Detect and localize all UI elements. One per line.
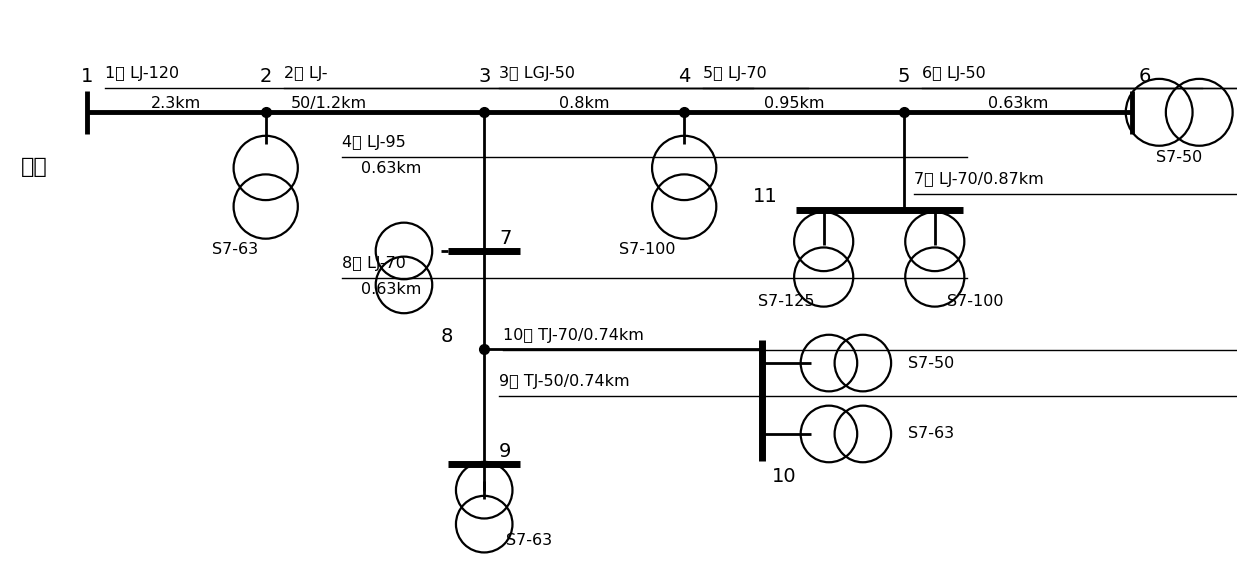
Text: 10： TJ-70/0.74km: 10： TJ-70/0.74km bbox=[502, 328, 644, 343]
Text: 0.95km: 0.95km bbox=[764, 96, 825, 111]
Text: 9: 9 bbox=[498, 442, 511, 461]
Text: S7-100: S7-100 bbox=[619, 242, 676, 257]
Text: 8： LJ-70: 8： LJ-70 bbox=[342, 256, 407, 271]
Text: 4: 4 bbox=[678, 68, 691, 86]
Text: 2.3km: 2.3km bbox=[151, 96, 201, 111]
Text: 50/1.2km: 50/1.2km bbox=[290, 96, 367, 111]
Text: 11: 11 bbox=[753, 187, 777, 205]
Text: S7-63: S7-63 bbox=[212, 242, 258, 257]
Text: 0.63km: 0.63km bbox=[361, 161, 422, 176]
Text: 2： LJ-: 2： LJ- bbox=[284, 66, 327, 80]
Text: 0.8km: 0.8km bbox=[559, 96, 609, 111]
Text: S7-63: S7-63 bbox=[506, 533, 553, 548]
Text: 1: 1 bbox=[81, 68, 93, 86]
Text: 0.63km: 0.63km bbox=[988, 96, 1048, 111]
Text: S7-63: S7-63 bbox=[908, 427, 954, 442]
Text: 1： LJ-120: 1： LJ-120 bbox=[105, 66, 180, 80]
Text: S7-100: S7-100 bbox=[947, 294, 1003, 309]
Text: 5： LJ-70: 5： LJ-70 bbox=[703, 66, 766, 80]
Text: 7: 7 bbox=[498, 229, 511, 248]
Text: 2: 2 bbox=[259, 68, 272, 86]
Text: 6： LJ-50: 6： LJ-50 bbox=[923, 66, 986, 80]
Text: 母线: 母线 bbox=[21, 157, 48, 177]
Text: 9： TJ-50/0.74km: 9： TJ-50/0.74km bbox=[498, 374, 630, 389]
Text: 6: 6 bbox=[1138, 68, 1151, 86]
Text: 3: 3 bbox=[479, 68, 490, 86]
Text: S7-50: S7-50 bbox=[1156, 150, 1203, 165]
Text: 3： LGJ-50: 3： LGJ-50 bbox=[498, 66, 575, 80]
Text: 5: 5 bbox=[898, 68, 910, 86]
Text: 0.63km: 0.63km bbox=[361, 282, 422, 297]
Text: S7-50: S7-50 bbox=[908, 356, 954, 371]
Text: 4： LJ-95: 4： LJ-95 bbox=[342, 135, 405, 150]
Text: 7： LJ-70/0.87km: 7： LJ-70/0.87km bbox=[914, 172, 1044, 187]
Text: 8: 8 bbox=[441, 327, 454, 346]
Text: S7-125: S7-125 bbox=[759, 294, 815, 309]
Text: 10: 10 bbox=[771, 467, 796, 486]
